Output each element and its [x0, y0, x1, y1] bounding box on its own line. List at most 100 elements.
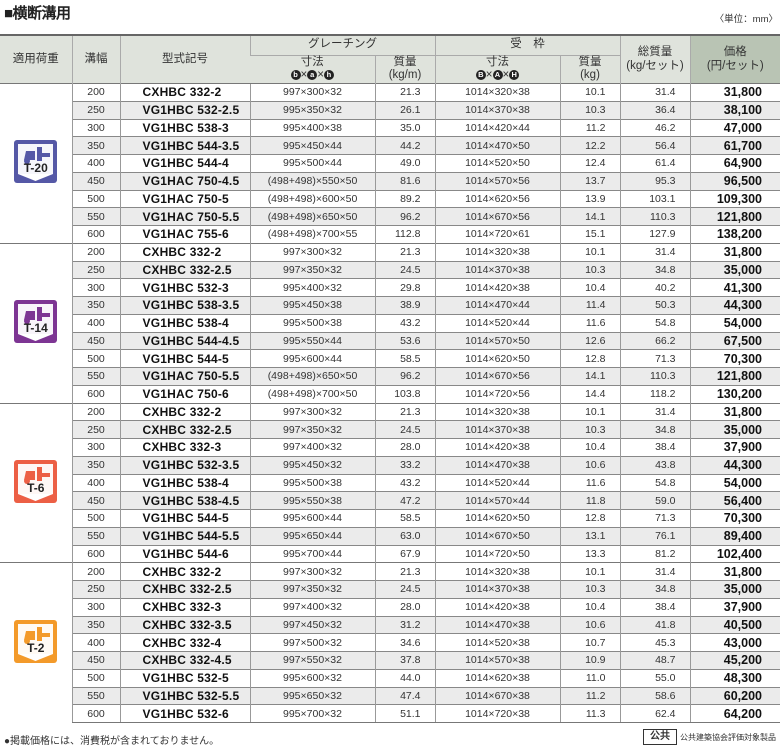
groove-width: 350 [71, 455, 120, 475]
total-mass: 48.7 [619, 651, 690, 670]
circled-letter: A [492, 70, 503, 81]
groove-width: 450 [71, 651, 120, 670]
grating-mass: 38.9 [374, 296, 435, 315]
grating-dimensions: 997×350×32 [249, 420, 375, 439]
grating-mass: 24.5 [374, 260, 435, 279]
total-mass: 31.4 [619, 562, 690, 581]
total-mass: 103.1 [619, 189, 690, 208]
grating-mass: 21.3 [374, 242, 435, 262]
model-code: VG1HBC 538-3.5 [119, 296, 250, 315]
frame-dimensions: 1014×620×56 [434, 189, 560, 208]
frame-dimensions: 1014×520×44 [434, 473, 560, 492]
grating-dimensions: 997×450×32 [249, 615, 375, 634]
price: 67,500 [689, 331, 780, 350]
grating-dimensions: 995×450×38 [249, 296, 375, 315]
grating-mass: 21.3 [374, 562, 435, 581]
total-mass: 38.4 [619, 438, 690, 457]
total-mass: 127.9 [619, 225, 690, 244]
total-mass: 62.4 [619, 704, 690, 724]
price: 70,300 [689, 509, 780, 528]
table-row: 300 VG1HBC 532-3 995×400×32 29.8 1014×420×38… [0, 278, 780, 297]
grating-dimensions: 997×350×32 [249, 580, 375, 599]
grating-mass: 63.0 [374, 526, 435, 546]
total-mass: 81.2 [619, 544, 690, 563]
model-code: VG1HAC 750-4.5 [119, 171, 250, 191]
frame-mass: 10.3 [559, 580, 620, 599]
frame-dimensions: 1014×370×38 [434, 580, 560, 599]
table-row: 550 VG1HAC 750-5.5 (498+498)×650×50 96.2 101… [0, 207, 780, 226]
grating-mass: 53.6 [374, 331, 435, 350]
table-row: 600 VG1HBC 544-6 995×700×44 67.9 1014×720×50… [0, 544, 780, 563]
load-class-cell: T-2 [0, 562, 72, 723]
table-row: 350 CXHBC 332-3.5 997×450×32 31.2 1014×470×3… [0, 615, 780, 634]
header-dims-label: 寸法 [300, 55, 324, 68]
total-mass: 61.4 [619, 154, 690, 173]
model-code: VG1HBC 532-3 [119, 278, 250, 297]
frame-dimensions: 1014×720×38 [434, 704, 560, 724]
model-code: VG1HAC 750-5.5 [119, 367, 250, 386]
grating-mass: 33.2 [374, 455, 435, 475]
model-code: CXHBC 332-2 [119, 83, 250, 102]
groove-width: 500 [71, 509, 120, 528]
grating-dimensions: 995×600×32 [249, 668, 375, 688]
frame-mass: 13.1 [559, 526, 620, 546]
table-row: 250 CXHBC 332-2.5 997×350×32 24.5 1014×370×3… [0, 580, 780, 599]
frame-mass: 14.4 [559, 384, 620, 404]
circled-letter: b [290, 70, 301, 81]
unit-label: 〈単位：mm〉 [714, 14, 778, 25]
total-mass: 71.3 [619, 349, 690, 368]
model-code: CXHBC 332-2.5 [119, 420, 250, 439]
frame-mass: 12.8 [559, 509, 620, 528]
model-code: VG1HBC 544-4.5 [119, 331, 250, 350]
frame-mass: 10.1 [559, 402, 620, 421]
model-code: CXHBC 332-3 [119, 597, 250, 617]
grating-mass: 44.2 [374, 136, 435, 155]
frame-mass: 15.1 [559, 225, 620, 244]
frame-dimensions: 1014×570×38 [434, 651, 560, 670]
circled-letter: a [307, 70, 318, 81]
grating-dimensions: 997×350×32 [249, 260, 375, 279]
frame-mass: 10.1 [559, 562, 620, 581]
table-row: 550 VG1HAC 750-5.5 (498+498)×650×50 96.2 101… [0, 367, 780, 386]
frame-mass: 14.1 [559, 207, 620, 226]
price: 31,800 [689, 402, 780, 421]
frame-mass: 12.8 [559, 349, 620, 368]
grating-mass: 96.2 [374, 207, 435, 226]
total-mass: 118.2 [619, 384, 690, 404]
total-mass: 34.8 [619, 580, 690, 599]
frame-dimensions: 1014×720×50 [434, 544, 560, 563]
grating-dimensions: 995×350×32 [249, 100, 375, 120]
grating-dimensions: 995×450×32 [249, 455, 375, 475]
grating-dimensions: 995×700×32 [249, 704, 375, 724]
frame-dimensions: 1014×470×38 [434, 455, 560, 475]
frame-dimensions: 1014×570×44 [434, 491, 560, 510]
header-mass-unit: (kg/m) [388, 69, 422, 82]
model-code: VG1HBC 532-2.5 [119, 100, 250, 120]
page-title: ■横断溝用 [4, 5, 71, 22]
grating-mass: 35.0 [374, 118, 435, 137]
header-frame: 受 枠 [434, 35, 620, 55]
frame-mass: 10.4 [559, 278, 620, 297]
table-row: 250 CXHBC 332-2.5 997×350×32 24.5 1014×370×3… [0, 420, 780, 439]
frame-dimensions: 1014×620×50 [434, 509, 560, 528]
total-mass: 31.4 [619, 242, 690, 262]
price: 54,000 [689, 313, 780, 333]
header-price-label: 価格 [723, 45, 747, 58]
grating-mass: 43.2 [374, 313, 435, 333]
price-table: 適用荷重 溝幅 型式記号 グレーチング 受 枠 総質量 (kg/セット) 価格 (円… [0, 34, 780, 724]
groove-width: 400 [71, 313, 120, 333]
frame-mass: 10.3 [559, 260, 620, 279]
groove-width: 250 [71, 100, 120, 120]
frame-mass: 10.6 [559, 615, 620, 634]
grating-mass: 96.2 [374, 367, 435, 386]
table-row: 350 VG1HBC 532-3.5 995×450×32 33.2 1014×470×… [0, 455, 780, 475]
total-mass: 50.3 [619, 296, 690, 315]
price: 38,100 [689, 100, 780, 120]
total-mass: 40.2 [619, 278, 690, 297]
frame-dimensions: 1014×720×56 [434, 384, 560, 404]
groove-width: 550 [71, 367, 120, 386]
groove-width: 450 [71, 491, 120, 510]
groove-width: 450 [71, 171, 120, 191]
table-row: 350 VG1HBC 544-3.5 995×450×44 44.2 1014×470×… [0, 136, 780, 155]
header-price-unit: (円/セット) [706, 59, 764, 72]
